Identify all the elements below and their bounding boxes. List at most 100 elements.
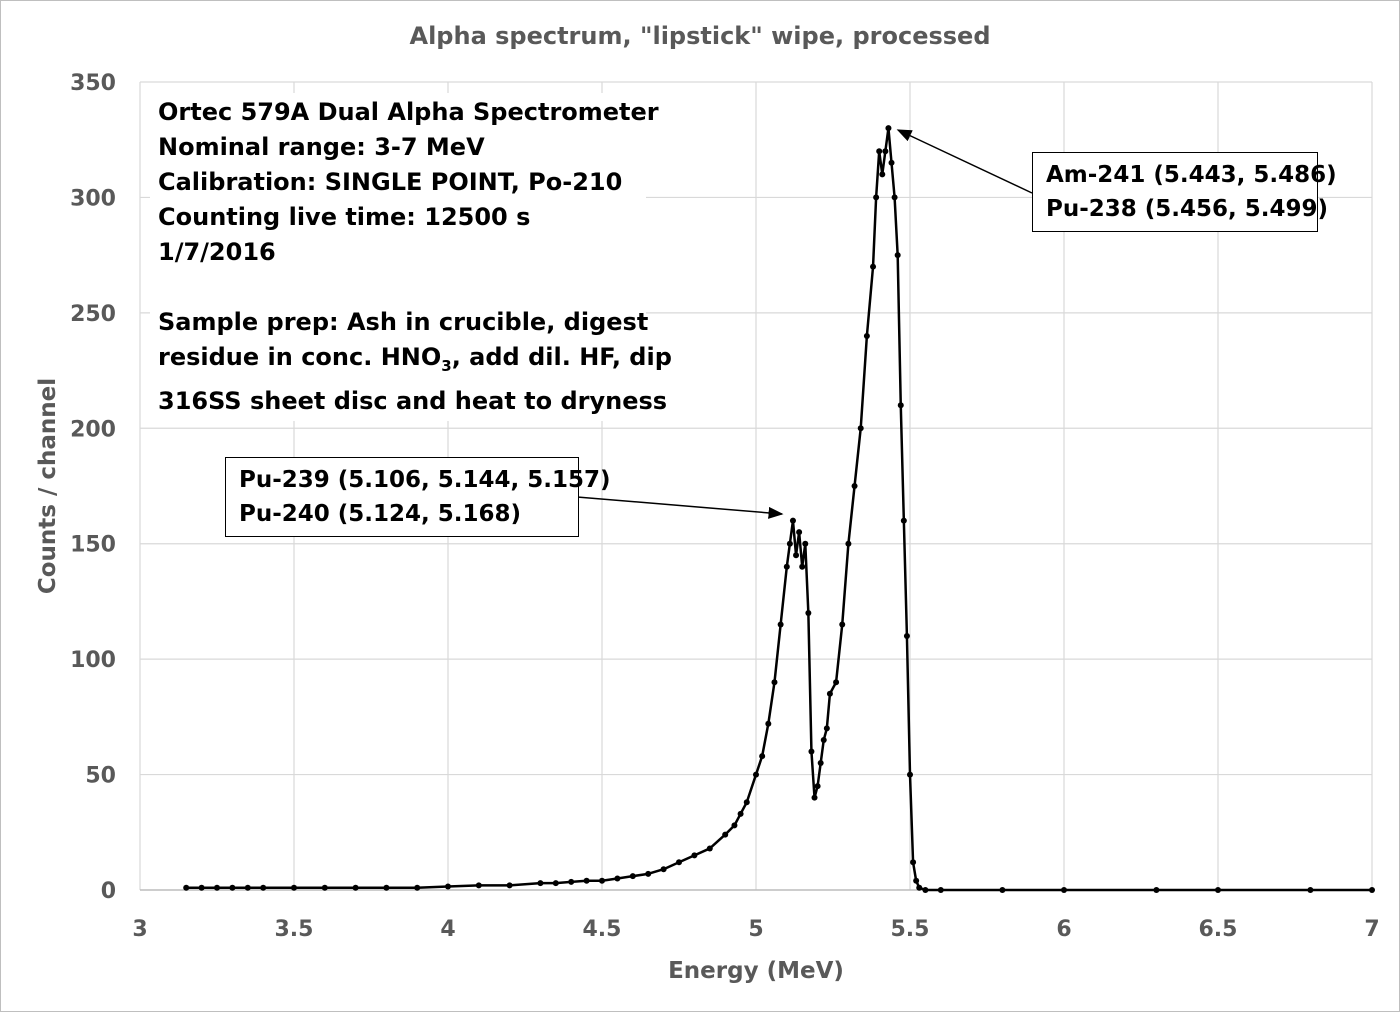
data-point [913,877,920,884]
data-point [660,866,667,873]
y-tick-label: 300 [70,186,116,211]
y-tick-label: 250 [70,302,116,327]
data-point [1369,887,1375,893]
info-line: Nominal range: 3-7 MeV [158,133,485,161]
data-point [777,621,784,628]
data-point [839,621,846,628]
data-point [808,748,815,755]
x-tick-label: 6 [1056,917,1071,942]
x-tick-label: 5 [748,917,763,942]
y-tick-label: 100 [70,648,116,673]
annotation-arrow-pu239 [576,496,784,519]
annotation-am241-pu238: Am-241 (5.443, 5.486) Pu-238 (5.456, 5.4… [1032,152,1337,232]
x-tick-label: 4 [440,917,455,942]
data-point [786,540,793,547]
data-point [1215,887,1221,893]
data-point [765,720,772,727]
data-point [506,882,513,889]
data-point [1307,887,1314,893]
data-point [845,540,852,547]
data-point [876,148,883,155]
spectrometer-info-text: Ortec 579A Dual Alpha Spectrometer Nomin… [150,93,672,421]
y-tick-labels: 0 50 100 150 200 250 300 350 [70,71,116,904]
data-point [885,125,892,132]
data-point [321,884,328,891]
x-tick-label: 4.5 [583,917,622,942]
data-point [900,517,907,524]
data-point [903,633,910,640]
prep-line: 316SS sheet disc and heat to dryness [158,386,668,415]
data-point [759,753,766,760]
data-point [599,877,605,884]
info-line: 1/7/2016 [158,238,276,266]
info-line: Counting live time: 12500 s [158,203,531,231]
data-point [352,884,359,891]
data-point [445,883,451,890]
chart-title: Alpha spectrum, "lipstick" wipe, process… [410,22,991,50]
y-tick-label: 350 [70,71,116,96]
data-point [706,845,713,852]
data-point [894,252,901,259]
x-tick-label: 6.5 [1199,917,1238,942]
data-point [796,529,803,536]
data-point [789,517,796,524]
data-point [879,171,886,178]
info-line: Ortec 579A Dual Alpha Spectrometer [158,98,659,126]
data-point [857,425,864,432]
x-tick-label: 3 [132,917,147,942]
data-point [229,884,236,891]
data-point [568,878,575,885]
data-point [910,859,917,866]
data-point [802,540,809,547]
x-tick-label: 3.5 [275,917,314,942]
data-point [753,771,759,778]
data-point [414,884,421,891]
data-point [1061,887,1067,893]
data-point [916,884,923,891]
data-point [799,563,806,570]
data-point [870,263,877,270]
data-point [676,859,682,866]
data-point [737,810,744,817]
data-point [937,887,944,893]
prep-line: Sample prep: Ash in crucible, digest [158,308,649,336]
annotation-pu239-pu240: Pu-239 (5.106, 5.144, 5.157) Pu-240 (5.1… [225,457,611,537]
data-point [891,194,898,201]
data-point [629,873,636,880]
data-point [614,875,621,882]
y-tick-label: 0 [101,879,116,904]
prep-line: residue in conc. HNO3, add dil. HF, dip [158,343,672,375]
x-tick-labels: 3 3.5 4 4.5 5 5.5 6 6.5 7 [132,917,1379,942]
data-point [805,609,812,616]
data-point [873,194,880,201]
data-point [826,690,833,697]
data-point [793,552,800,559]
data-point [820,736,827,743]
data-point [214,884,220,891]
data-point [851,483,858,489]
y-tick-label: 50 [85,764,116,789]
data-point [260,884,267,891]
data-point [475,882,482,889]
data-point [383,884,390,891]
y-tick-label: 200 [70,417,116,442]
y-axis-title: Counts / channel [35,378,61,594]
data-point [833,679,840,686]
data-point [823,725,830,732]
data-point [722,831,729,838]
data-point [817,760,824,767]
data-point [811,794,818,801]
data-point [731,822,738,829]
data-point [783,563,790,570]
data-point [897,402,904,409]
data-point [537,880,544,887]
y-tick-label: 150 [70,533,116,558]
annotation-arrow-am241 [896,129,1033,194]
data-point [743,799,750,806]
x-axis-title: Energy (MeV) [668,958,844,984]
data-point [198,884,205,891]
series-line [186,126,1372,892]
data-point [863,332,870,339]
data-point [645,870,652,877]
data-point [999,887,1006,893]
